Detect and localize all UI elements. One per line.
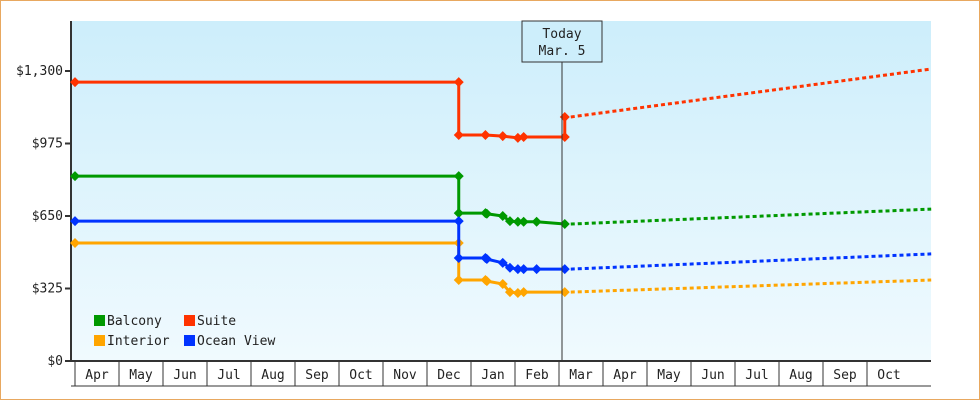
data-point bbox=[497, 131, 508, 142]
data-point bbox=[453, 208, 464, 219]
data-point bbox=[481, 208, 492, 219]
data-point bbox=[70, 216, 80, 227]
y-tick-label: $975 bbox=[32, 137, 63, 152]
data-point bbox=[504, 216, 515, 227]
data-point bbox=[453, 252, 464, 263]
y-tick-label: $325 bbox=[32, 282, 63, 297]
data-point bbox=[453, 77, 464, 88]
legend-swatch bbox=[94, 335, 105, 346]
data-point bbox=[453, 216, 464, 227]
x-tick-label: May bbox=[657, 368, 681, 383]
series-balcony bbox=[70, 171, 932, 230]
today-label: Today bbox=[542, 27, 581, 42]
data-point bbox=[70, 171, 80, 182]
data-point bbox=[518, 132, 529, 143]
x-tick-label: Jul bbox=[217, 368, 240, 383]
data-point bbox=[504, 287, 515, 298]
x-tick-label: Apr bbox=[85, 368, 109, 383]
data-point bbox=[453, 171, 464, 182]
x-tick-label: Aug bbox=[261, 368, 284, 383]
x-tick-label: Sep bbox=[305, 368, 329, 383]
data-point bbox=[497, 279, 508, 290]
x-tick-label: Jun bbox=[701, 368, 724, 383]
legend-label: Balcony bbox=[107, 314, 162, 329]
data-point bbox=[453, 275, 464, 286]
projection-line bbox=[570, 67, 932, 119]
data-point bbox=[531, 264, 542, 275]
x-axis: Apr May Jun Jul Aug Sep Oct Nov Dec Jan Feb Mar Apr M… bbox=[71, 360, 931, 387]
x-tick-label: Feb bbox=[525, 368, 549, 383]
data-point bbox=[480, 130, 491, 141]
y-axis: $0 $325 $650 $975 $1,300 bbox=[16, 21, 72, 369]
today-box bbox=[521, 20, 603, 63]
data-point bbox=[512, 264, 523, 275]
data-point bbox=[518, 264, 529, 275]
legend-swatch bbox=[184, 315, 195, 326]
x-tick-label: Nov bbox=[393, 368, 417, 383]
x-tick-label: Oct bbox=[877, 368, 900, 383]
y-tick-label: $0 bbox=[47, 354, 63, 369]
legend-swatch bbox=[184, 335, 195, 346]
plot-area bbox=[71, 21, 931, 361]
x-tick-label: Apr bbox=[613, 368, 637, 383]
data-point bbox=[512, 216, 523, 227]
legend-swatch bbox=[94, 315, 105, 326]
data-point bbox=[518, 287, 529, 298]
data-point bbox=[497, 211, 508, 221]
today-marker: Today Mar. 5 bbox=[521, 20, 603, 361]
x-tick-label: May bbox=[129, 368, 153, 383]
today-date: Mar. 5 bbox=[539, 44, 586, 59]
data-point bbox=[504, 262, 515, 273]
x-tick-label: Oct bbox=[349, 368, 372, 383]
x-tick-label: Sep bbox=[833, 368, 857, 383]
x-tick-label: Aug bbox=[789, 368, 812, 383]
data-point bbox=[497, 257, 508, 268]
x-tick-label: Jul bbox=[745, 368, 768, 383]
data-point bbox=[531, 216, 542, 227]
data-point bbox=[453, 130, 464, 141]
x-tick-label: Jun bbox=[173, 368, 196, 383]
legend-label: Interior bbox=[107, 334, 170, 349]
data-point bbox=[481, 276, 492, 287]
data-point bbox=[518, 216, 529, 227]
legend-label: Suite bbox=[197, 314, 236, 329]
x-tick-label: Jan bbox=[481, 368, 504, 383]
data-point bbox=[70, 77, 80, 88]
x-tick-label: Dec bbox=[437, 368, 460, 383]
y-tick-label: $650 bbox=[32, 209, 63, 224]
legend: Balcony Suite Interior Ocean View bbox=[94, 314, 275, 349]
data-point bbox=[70, 237, 80, 248]
x-tick-label: Mar bbox=[569, 368, 593, 383]
legend-label: Ocean View bbox=[197, 334, 275, 349]
y-tick-label: $1,300 bbox=[16, 64, 63, 79]
